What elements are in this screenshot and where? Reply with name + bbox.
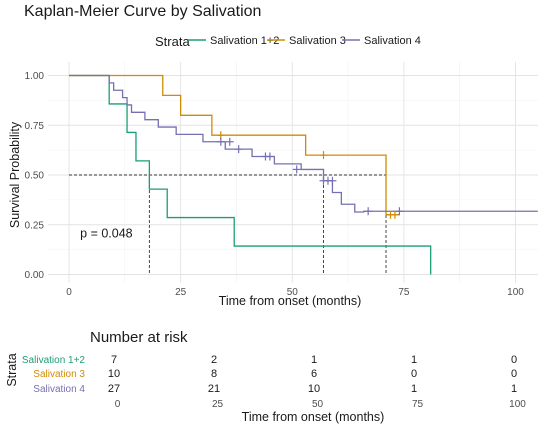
risk-table-x-tick: 75 <box>412 399 424 410</box>
risk-table-cell: 7 <box>111 354 117 366</box>
censor-mark <box>225 137 234 146</box>
survival-curve <box>69 74 538 213</box>
y-tick-label: 1.00 <box>25 71 45 82</box>
legend-label: Salivation 3 <box>289 35 346 47</box>
censor-mark <box>328 176 337 185</box>
risk-table-cell: 1 <box>311 354 317 366</box>
x-tick-label: 100 <box>507 287 524 298</box>
risk-table-cell: 6 <box>311 368 317 380</box>
y-tick-label: 0.50 <box>25 171 45 182</box>
x-axis-label: Time from onset (months) <box>219 294 362 308</box>
plot-grid <box>48 62 538 283</box>
risk-table-cell: 21 <box>208 383 220 395</box>
censor-mark <box>390 210 399 219</box>
survival-curve <box>69 74 432 275</box>
y-tick-label: 0.25 <box>25 220 45 231</box>
risk-table-cell: 10 <box>108 368 120 380</box>
legend-label: Salivation 1+2 <box>210 35 279 47</box>
risk-table-cell: 10 <box>308 383 320 395</box>
y-axis-ticks: 0.00 0.25 0.50 0.75 1.00 <box>25 71 45 281</box>
risk-table-cell: 27 <box>108 383 120 395</box>
risk-table-cell: 1 <box>411 383 417 395</box>
risk-table-row-label: Salivation 3 <box>33 369 85 380</box>
legend-label: Salivation 4 <box>364 35 421 47</box>
risk-table-x-tick: 0 <box>115 399 121 410</box>
risk-table-cell: 2 <box>211 354 217 366</box>
risk-table-cell: 1 <box>511 383 517 395</box>
survival-curves <box>69 74 538 275</box>
risk-table-cell: 1 <box>411 354 417 366</box>
censor-marks <box>216 131 404 219</box>
risk-table-title: Number at risk <box>90 329 188 346</box>
censor-mark <box>395 207 404 216</box>
risk-table-cell: 0 <box>411 368 417 380</box>
risk-table-strata-axis-label: Strata <box>5 353 19 386</box>
censor-mark <box>234 145 243 154</box>
censor-mark <box>319 151 328 160</box>
legend: Strata Salivation 1+2 Salivation 3 Salivat… <box>155 34 421 49</box>
y-tick-label: 0.75 <box>25 121 45 132</box>
chart-title: Kaplan-Meier Curve by Salivation <box>24 3 261 20</box>
x-tick-label: 75 <box>398 287 410 298</box>
y-tick-label: 0.00 <box>25 270 45 281</box>
censor-mark <box>364 207 373 216</box>
risk-table-row-label: Salivation 4 <box>33 384 85 395</box>
survival-curve <box>69 74 400 216</box>
risk-table-cell: 0 <box>511 354 517 366</box>
risk-table-x-axis-label: Time from onset (months) <box>242 410 385 424</box>
risk-table-cell: 0 <box>511 368 517 380</box>
censor-mark <box>292 165 301 174</box>
x-tick-label: 25 <box>175 287 187 298</box>
x-tick-label: 50 <box>287 287 299 298</box>
risk-table-x-tick: 50 <box>312 399 324 410</box>
censor-mark <box>265 152 274 161</box>
p-value-annotation: p = 0.048 <box>80 227 133 241</box>
risk-table-cell: 8 <box>211 368 217 380</box>
risk-table-x-tick: 25 <box>212 399 224 410</box>
legend-title: Strata <box>155 34 190 49</box>
risk-table-row-label: Salivation 1+2 <box>22 355 86 366</box>
risk-table-x-tick: 100 <box>509 399 526 410</box>
y-axis-label: Survival Probability <box>8 121 22 228</box>
censor-mark <box>216 137 225 146</box>
x-axis-ticks: 0 25 50 75 100 <box>66 287 524 298</box>
x-tick-label: 0 <box>66 287 72 298</box>
